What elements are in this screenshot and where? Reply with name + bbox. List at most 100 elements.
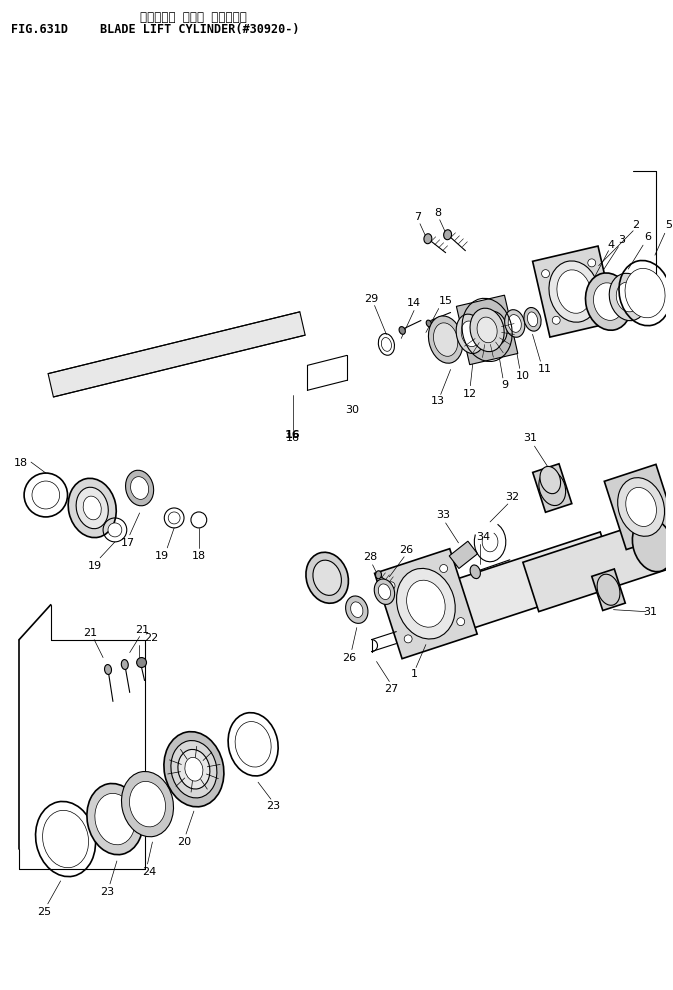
Text: 9: 9 bbox=[501, 380, 508, 390]
Polygon shape bbox=[604, 464, 673, 549]
Circle shape bbox=[457, 618, 464, 626]
Text: 3: 3 bbox=[618, 235, 625, 245]
Ellipse shape bbox=[586, 273, 631, 331]
Text: 26: 26 bbox=[342, 652, 356, 662]
Ellipse shape bbox=[625, 268, 665, 318]
Polygon shape bbox=[456, 295, 518, 364]
Text: 23: 23 bbox=[100, 887, 114, 897]
Text: 7: 7 bbox=[415, 212, 421, 222]
Polygon shape bbox=[592, 569, 625, 611]
Ellipse shape bbox=[406, 580, 445, 628]
Ellipse shape bbox=[470, 308, 504, 351]
Text: 5: 5 bbox=[665, 220, 672, 231]
Ellipse shape bbox=[374, 579, 394, 605]
Circle shape bbox=[168, 512, 180, 524]
Ellipse shape bbox=[104, 664, 112, 674]
Polygon shape bbox=[449, 542, 478, 568]
Text: 21: 21 bbox=[83, 628, 98, 638]
Text: 8: 8 bbox=[434, 208, 441, 218]
Ellipse shape bbox=[470, 565, 481, 578]
Ellipse shape bbox=[426, 320, 431, 327]
Ellipse shape bbox=[376, 571, 382, 579]
Ellipse shape bbox=[487, 317, 503, 339]
Text: 27: 27 bbox=[384, 684, 398, 694]
Ellipse shape bbox=[399, 327, 405, 335]
Circle shape bbox=[542, 269, 550, 277]
Text: 4: 4 bbox=[608, 240, 615, 249]
Text: 6: 6 bbox=[645, 233, 651, 243]
Text: 12: 12 bbox=[463, 389, 477, 399]
Text: 30: 30 bbox=[345, 405, 359, 415]
Text: ブレード・ リフト シリンダー: ブレード・ リフト シリンダー bbox=[139, 11, 246, 25]
Ellipse shape bbox=[424, 234, 432, 244]
Ellipse shape bbox=[444, 230, 452, 240]
Ellipse shape bbox=[524, 308, 541, 331]
Polygon shape bbox=[523, 515, 673, 612]
Ellipse shape bbox=[171, 741, 217, 798]
Ellipse shape bbox=[164, 732, 224, 807]
Text: BLADE LIFT CYLINDER(#30920-): BLADE LIFT CYLINDER(#30920-) bbox=[100, 24, 299, 37]
Text: 13: 13 bbox=[431, 396, 445, 407]
Text: 29: 29 bbox=[365, 294, 379, 304]
Text: 18: 18 bbox=[192, 550, 206, 560]
Text: 32: 32 bbox=[505, 492, 519, 502]
Text: 28: 28 bbox=[363, 551, 378, 562]
Text: 14: 14 bbox=[407, 298, 421, 308]
Ellipse shape bbox=[382, 338, 392, 351]
Ellipse shape bbox=[129, 781, 166, 827]
Text: 2: 2 bbox=[633, 220, 640, 230]
Ellipse shape bbox=[483, 311, 507, 345]
Ellipse shape bbox=[396, 568, 455, 639]
Text: 19: 19 bbox=[155, 550, 170, 560]
Ellipse shape bbox=[306, 552, 349, 603]
Circle shape bbox=[32, 481, 60, 509]
Circle shape bbox=[108, 523, 122, 537]
Polygon shape bbox=[533, 463, 572, 512]
Text: 23: 23 bbox=[266, 801, 280, 811]
Text: 10: 10 bbox=[516, 371, 530, 381]
Text: 11: 11 bbox=[537, 364, 551, 374]
Text: FIG.631D: FIG.631D bbox=[11, 24, 68, 37]
Text: 20: 20 bbox=[177, 837, 191, 847]
Text: 16: 16 bbox=[285, 434, 299, 444]
Ellipse shape bbox=[477, 317, 497, 343]
Ellipse shape bbox=[83, 496, 101, 520]
Ellipse shape bbox=[378, 584, 390, 600]
Ellipse shape bbox=[346, 596, 368, 624]
Ellipse shape bbox=[351, 602, 363, 618]
Ellipse shape bbox=[456, 314, 485, 353]
Ellipse shape bbox=[235, 722, 271, 767]
Ellipse shape bbox=[528, 312, 538, 327]
Ellipse shape bbox=[121, 659, 129, 669]
Ellipse shape bbox=[178, 749, 210, 789]
Text: 34: 34 bbox=[476, 532, 490, 542]
Ellipse shape bbox=[185, 757, 203, 781]
Text: 1: 1 bbox=[411, 669, 417, 679]
Ellipse shape bbox=[313, 560, 341, 595]
Circle shape bbox=[387, 582, 395, 590]
Ellipse shape bbox=[549, 261, 599, 322]
Text: 31: 31 bbox=[643, 607, 657, 617]
Text: 16: 16 bbox=[285, 431, 300, 441]
Ellipse shape bbox=[461, 321, 479, 346]
Ellipse shape bbox=[618, 477, 664, 537]
Circle shape bbox=[553, 316, 560, 325]
Text: 17: 17 bbox=[120, 538, 135, 547]
Text: 18: 18 bbox=[14, 458, 28, 468]
Ellipse shape bbox=[76, 487, 108, 529]
Text: 26: 26 bbox=[399, 544, 413, 554]
Ellipse shape bbox=[609, 273, 647, 321]
Ellipse shape bbox=[626, 487, 656, 527]
Circle shape bbox=[404, 635, 412, 643]
Text: 25: 25 bbox=[37, 907, 51, 917]
Circle shape bbox=[588, 258, 596, 267]
Text: 31: 31 bbox=[524, 434, 538, 444]
Text: 15: 15 bbox=[439, 296, 453, 306]
Ellipse shape bbox=[429, 316, 463, 363]
Ellipse shape bbox=[557, 270, 591, 313]
Text: 21: 21 bbox=[135, 625, 149, 635]
Ellipse shape bbox=[540, 466, 561, 494]
Polygon shape bbox=[394, 532, 616, 649]
Polygon shape bbox=[48, 312, 305, 397]
Ellipse shape bbox=[87, 783, 143, 854]
